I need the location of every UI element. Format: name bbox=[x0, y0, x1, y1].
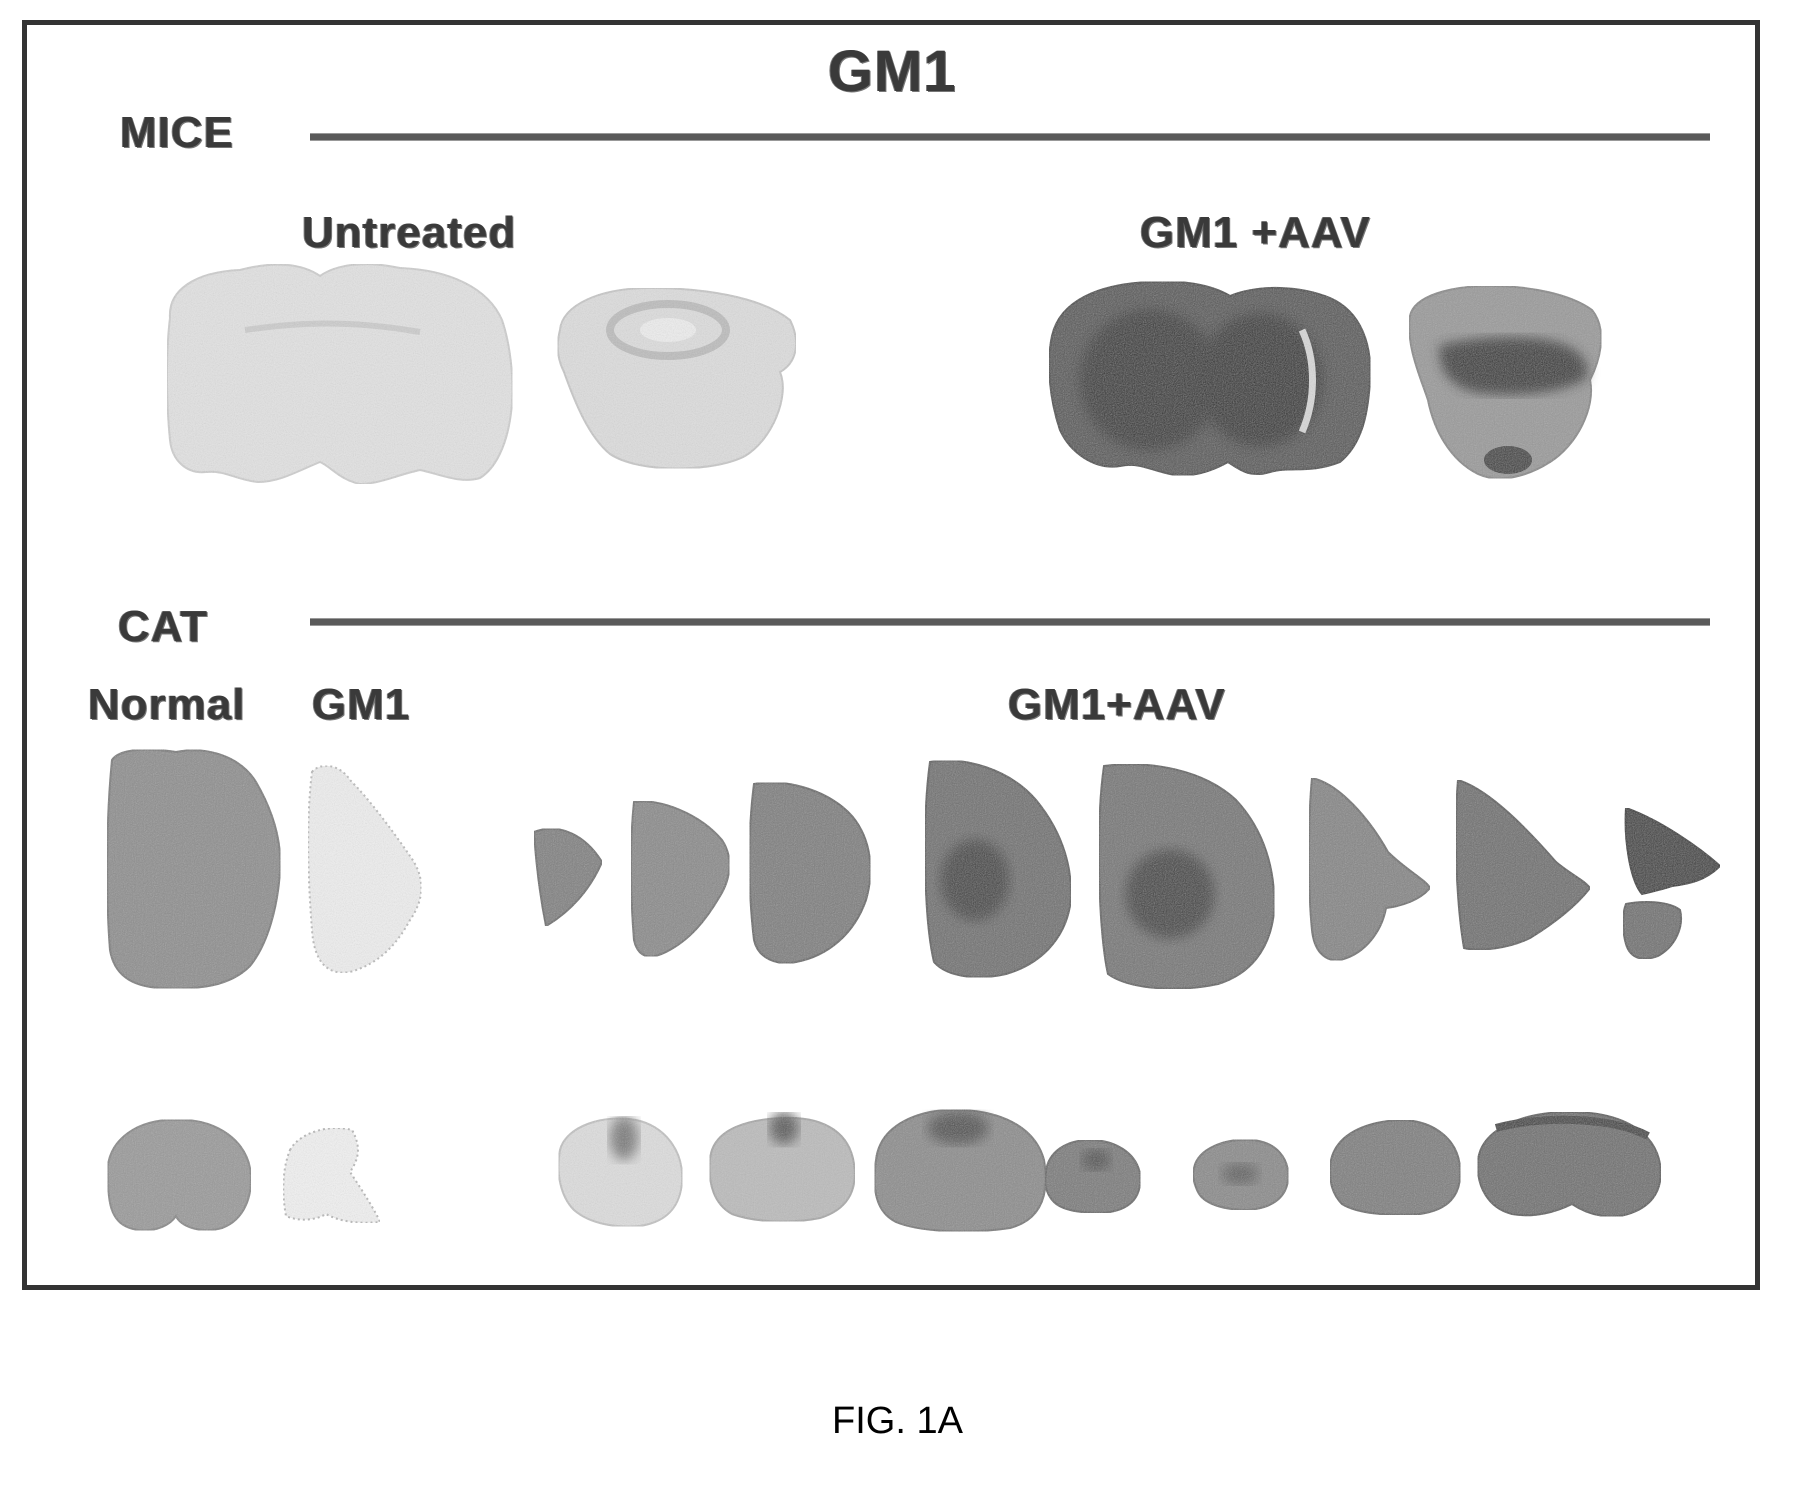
cat-treated-section-bottom-1 bbox=[557, 1116, 684, 1228]
mice-section-rule bbox=[310, 133, 1710, 141]
figure-caption: FIG. 1A bbox=[832, 1400, 963, 1442]
mice-section-label: MICE bbox=[120, 108, 234, 157]
mice-untreated-coronal-section bbox=[166, 263, 514, 486]
mice-treated-coronal-section bbox=[1048, 280, 1372, 477]
cat-treated-label: GM1+AAV bbox=[1008, 680, 1226, 729]
mice-treated-cerebellum-section bbox=[1408, 284, 1603, 480]
cat-treated-section-bottom-7 bbox=[1476, 1110, 1662, 1218]
cat-treated-section-top-7 bbox=[1455, 778, 1592, 951]
cat-section-label: CAT bbox=[118, 602, 209, 651]
cat-section-rule bbox=[310, 618, 1710, 626]
cat-treated-section-top-2 bbox=[630, 800, 731, 958]
cat-treated-section-top-3 bbox=[748, 781, 872, 964]
cat-treated-section-top-8 bbox=[1622, 806, 1722, 960]
cat-gm1-label: GM1 bbox=[312, 680, 411, 729]
cat-treated-section-bottom-5 bbox=[1192, 1138, 1290, 1212]
cat-normal-section-bottom bbox=[106, 1118, 252, 1232]
mice-untreated-label: Untreated bbox=[302, 208, 517, 257]
cat-treated-section-top-4 bbox=[924, 759, 1072, 979]
figure-title: GM1 bbox=[828, 39, 957, 104]
cat-treated-section-bottom-2 bbox=[708, 1112, 856, 1223]
mice-treated-label: GM1 +AAV bbox=[1140, 208, 1371, 257]
cat-treated-section-top-5 bbox=[1098, 763, 1276, 990]
cat-gm1-section-top bbox=[307, 764, 423, 974]
cat-treated-section-top-1 bbox=[532, 827, 604, 928]
figure-frame bbox=[22, 20, 1760, 1290]
cat-treated-section-bottom-4 bbox=[1044, 1138, 1142, 1214]
cat-treated-section-bottom-3 bbox=[873, 1108, 1047, 1233]
cat-normal-label: Normal bbox=[88, 680, 246, 729]
cat-gm1-section-bottom bbox=[282, 1127, 382, 1224]
cat-treated-section-top-6 bbox=[1308, 776, 1432, 962]
cat-treated-section-bottom-6 bbox=[1328, 1118, 1462, 1216]
cat-normal-section-top bbox=[106, 748, 282, 990]
mice-untreated-cerebellum-section bbox=[556, 286, 797, 470]
